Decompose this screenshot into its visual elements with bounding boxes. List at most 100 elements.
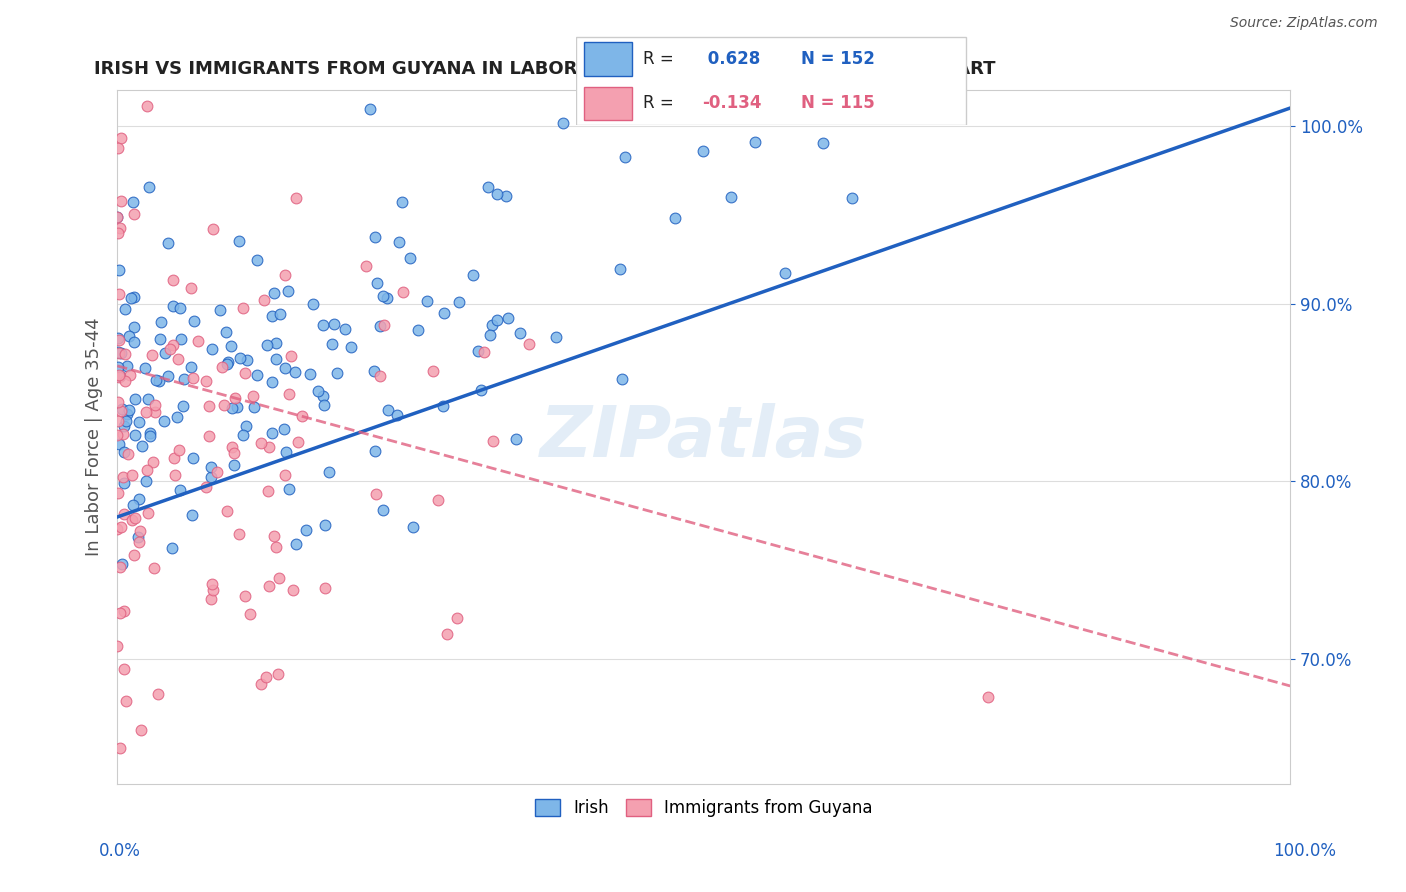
Irish <box>263 285 285 300</box>
Immigrants from Guyana <box>128 535 150 549</box>
Immigrants from Guyana <box>107 414 129 428</box>
Immigrants from Guyana <box>162 337 184 351</box>
Irish <box>366 276 388 290</box>
Immigrants from Guyana <box>108 560 131 574</box>
Irish <box>643 103 665 118</box>
Text: ZIPatlas: ZIPatlas <box>540 402 868 472</box>
Irish <box>314 517 336 532</box>
Irish <box>111 557 134 571</box>
Text: N = 115: N = 115 <box>801 95 875 112</box>
Immigrants from Guyana <box>110 404 132 418</box>
Immigrants from Guyana <box>159 342 181 356</box>
Irish <box>145 373 167 387</box>
Irish <box>217 355 239 369</box>
Irish <box>124 427 146 442</box>
Immigrants from Guyana <box>278 387 301 401</box>
Immigrants from Guyana <box>392 285 415 299</box>
Immigrants from Guyana <box>110 740 132 755</box>
Immigrants from Guyana <box>266 667 288 681</box>
Immigrants from Guyana <box>281 582 304 597</box>
Immigrants from Guyana <box>205 466 228 480</box>
Irish <box>138 180 160 194</box>
Immigrants from Guyana <box>105 639 128 653</box>
Immigrants from Guyana <box>110 520 132 534</box>
Immigrants from Guyana <box>472 345 495 359</box>
Irish <box>122 319 145 334</box>
Text: R =: R = <box>644 50 679 68</box>
Immigrants from Guyana <box>436 627 458 641</box>
Immigrants from Guyana <box>108 221 131 235</box>
Irish <box>841 191 863 205</box>
Immigrants from Guyana <box>138 506 160 520</box>
Immigrants from Guyana <box>180 281 202 295</box>
Text: Source: ZipAtlas.com: Source: ZipAtlas.com <box>1230 16 1378 29</box>
Text: IRISH VS IMMIGRANTS FROM GUYANA IN LABOR FORCE | AGE 35-44 CORRELATION CHART: IRISH VS IMMIGRANTS FROM GUYANA IN LABOR… <box>94 60 995 78</box>
Immigrants from Guyana <box>368 368 391 383</box>
Irish <box>301 296 323 310</box>
Irish <box>387 408 409 422</box>
Immigrants from Guyana <box>201 576 224 591</box>
Irish <box>720 189 742 203</box>
Immigrants from Guyana <box>110 131 132 145</box>
Irish <box>162 541 184 555</box>
Immigrants from Guyana <box>233 589 256 603</box>
Irish <box>274 360 297 375</box>
Irish <box>359 102 381 116</box>
Irish <box>399 252 422 266</box>
Immigrants from Guyana <box>107 227 129 241</box>
Irish <box>173 372 195 386</box>
Irish <box>183 314 205 328</box>
Immigrants from Guyana <box>167 443 190 458</box>
Immigrants from Guyana <box>107 141 129 155</box>
Immigrants from Guyana <box>143 398 166 412</box>
Irish <box>323 317 346 331</box>
Immigrants from Guyana <box>198 399 221 413</box>
Irish <box>122 195 145 210</box>
Irish <box>214 326 236 340</box>
Irish <box>613 150 636 164</box>
Immigrants from Guyana <box>135 405 157 419</box>
Irish <box>375 291 398 305</box>
Immigrants from Guyana <box>135 99 157 113</box>
Irish <box>138 425 160 440</box>
Irish <box>136 392 159 406</box>
Irish <box>264 335 287 350</box>
Irish <box>105 210 128 224</box>
Irish <box>505 432 527 446</box>
Immigrants from Guyana <box>107 210 129 224</box>
Irish <box>110 345 132 359</box>
Immigrants from Guyana <box>108 368 131 383</box>
Immigrants from Guyana <box>108 286 131 301</box>
Irish <box>169 483 191 497</box>
Irish <box>447 295 470 310</box>
Irish <box>149 315 172 329</box>
Irish <box>112 418 135 433</box>
Immigrants from Guyana <box>112 662 135 676</box>
Irish <box>128 491 150 506</box>
Immigrants from Guyana <box>202 222 225 236</box>
Irish <box>377 403 399 417</box>
Irish <box>108 263 131 277</box>
Irish <box>200 460 222 475</box>
Immigrants from Guyana <box>224 391 246 405</box>
Irish <box>314 398 336 412</box>
Irish <box>495 189 517 203</box>
Irish <box>333 322 356 336</box>
Immigrants from Guyana <box>111 470 134 484</box>
Irish <box>115 414 138 428</box>
Immigrants from Guyana <box>114 694 136 708</box>
Immigrants from Guyana <box>122 549 145 563</box>
Immigrants from Guyana <box>287 434 309 449</box>
Irish <box>388 235 411 249</box>
Immigrants from Guyana <box>181 371 204 385</box>
Irish <box>122 290 145 304</box>
Irish <box>128 415 150 429</box>
Text: -0.134: -0.134 <box>703 95 762 112</box>
Immigrants from Guyana <box>239 607 262 621</box>
Irish <box>312 389 335 403</box>
Immigrants from Guyana <box>111 426 134 441</box>
Immigrants from Guyana <box>373 318 395 332</box>
Immigrants from Guyana <box>253 293 276 308</box>
Immigrants from Guyana <box>141 348 163 362</box>
Immigrants from Guyana <box>112 604 135 618</box>
